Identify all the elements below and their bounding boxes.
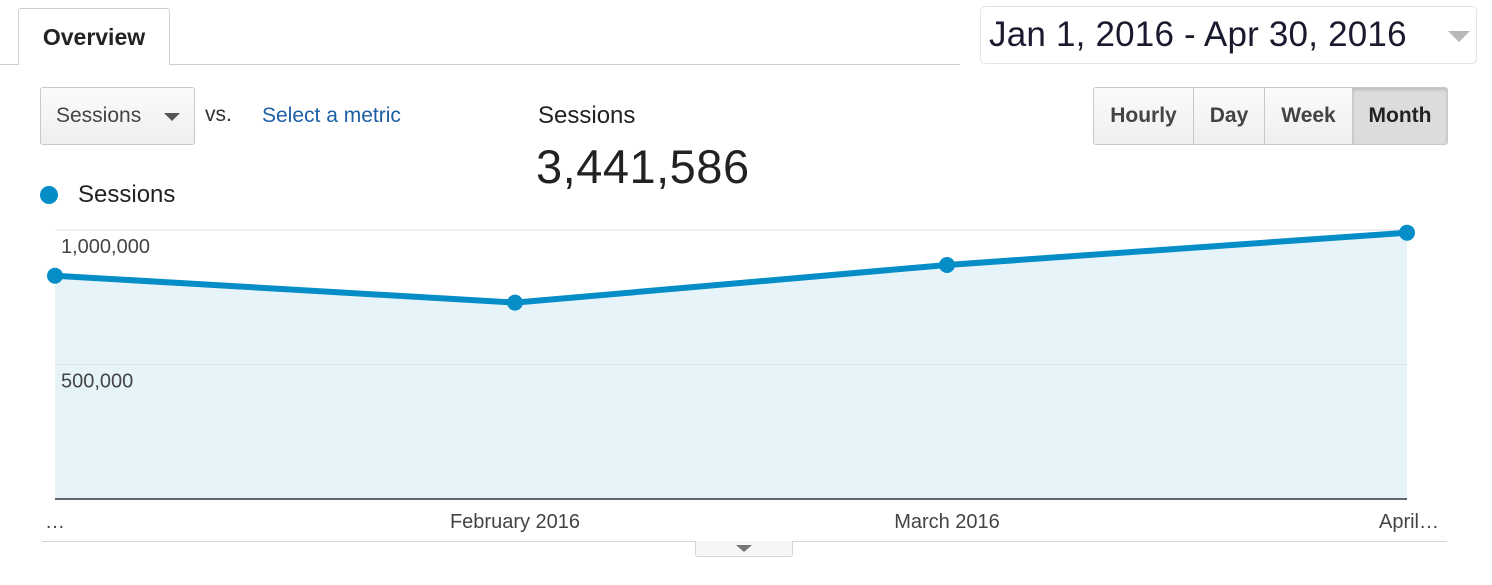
legend-label: Sessions — [78, 181, 176, 208]
data-point — [1399, 224, 1415, 241]
metric-select[interactable]: Sessions — [40, 87, 195, 145]
summary-label: Sessions — [538, 102, 636, 129]
date-range-label: Jan 1, 2016 - Apr 30, 2016 — [989, 15, 1407, 54]
summary-value: 3,441,586 — [536, 140, 750, 193]
legend-dot — [40, 186, 58, 204]
tab-divider — [0, 64, 960, 65]
select-metric-link[interactable]: Select a metric — [262, 104, 401, 127]
chevron-down-icon — [164, 113, 180, 121]
data-point — [939, 256, 955, 273]
week-button[interactable]: Week — [1265, 88, 1353, 144]
data-point — [47, 267, 63, 284]
vs-label: vs. — [205, 103, 232, 126]
x-tick-label: February 2016 — [450, 511, 580, 533]
chevron-down-icon[interactable] — [1448, 31, 1470, 42]
chevron-down-icon — [736, 545, 752, 552]
x-tick-label: March 2016 — [894, 511, 1000, 533]
expand-handle[interactable] — [695, 541, 793, 557]
tab-overview[interactable]: Overview — [18, 8, 170, 65]
data-point — [507, 294, 523, 311]
month-button[interactable]: Month — [1353, 88, 1447, 144]
date-range-picker[interactable]: Jan 1, 2016 - Apr 30, 2016 — [980, 6, 1477, 64]
x-tick-label: … — [45, 511, 65, 533]
hourly-button[interactable]: Hourly — [1094, 88, 1194, 144]
series-line — [54, 229, 1408, 306]
x-tick-label: April… — [1379, 511, 1439, 533]
metric-select-value: Sessions — [56, 104, 142, 127]
day-button[interactable]: Day — [1194, 88, 1265, 144]
granularity-toggle: Hourly Day Week Month — [1093, 87, 1448, 145]
y-tick-label: 500,000 — [61, 371, 133, 393]
y-tick-label: 1,000,000 — [61, 236, 150, 258]
series-area — [55, 232, 1407, 499]
sessions-chart: 1,000,000 500,000 … February 2016 March 2016… — [45, 224, 1439, 533]
